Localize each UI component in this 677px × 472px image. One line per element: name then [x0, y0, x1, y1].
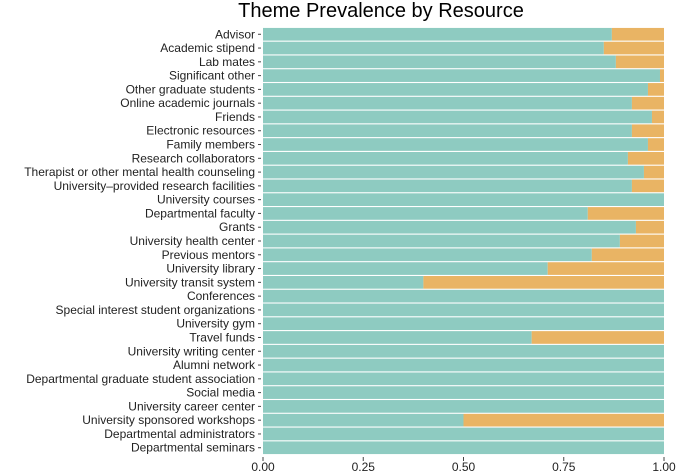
category-label: Other graduate students [126, 82, 255, 96]
category-label: Friends [215, 110, 255, 124]
bar-segment-teal [263, 358, 664, 372]
category-label: Therapist or other mental health counsel… [24, 165, 255, 179]
bar-segment-teal [263, 400, 664, 413]
category-label: Significant other [169, 69, 255, 83]
category-label: Departmental faculty [145, 206, 255, 220]
bar-segment-teal [263, 207, 588, 220]
bar-segment-teal [263, 441, 664, 455]
bar-segment-teal [263, 386, 664, 399]
bar-segment-teal [263, 83, 648, 96]
category-label: Conferences [187, 289, 255, 303]
bar-segment-teal [263, 193, 664, 206]
bar-segment-orange [591, 248, 664, 262]
category-label: Departmental administrators [104, 427, 255, 441]
bar-segment-orange [611, 27, 664, 41]
x-tick-label: 1.00 [652, 460, 676, 472]
bar-segment-orange [619, 234, 664, 248]
bar-segment-teal [263, 69, 660, 82]
bar-segment-teal [263, 234, 620, 248]
category-label: Advisor [215, 27, 255, 41]
bar-segment-orange [423, 276, 664, 289]
category-label: Grants [219, 220, 255, 234]
bar-segment-teal [263, 124, 632, 138]
x-tick-label: 0.00 [251, 460, 275, 472]
bar-segment-teal [263, 289, 664, 303]
bar-segment-teal [263, 344, 664, 358]
bar-segment-teal [263, 303, 664, 317]
bar-segment-teal [263, 262, 548, 275]
category-label: University career center [128, 399, 255, 413]
bar-segment-orange [643, 165, 664, 179]
bar-segment-orange [615, 55, 664, 69]
x-tick-label: 0.75 [552, 460, 576, 472]
bar-segment-orange [651, 110, 664, 124]
category-label: Departmental seminars [131, 441, 255, 455]
bar-segment-teal [263, 55, 616, 69]
category-label: University sponsored workshops [82, 413, 255, 427]
category-label: University transit system [125, 275, 255, 289]
bar-segment-teal [263, 27, 612, 41]
bar-layer [263, 27, 664, 455]
bar-segment-orange [531, 331, 664, 344]
bar-segment-orange [647, 138, 664, 151]
bar-segment-teal [263, 179, 632, 193]
bar-segment-teal [263, 220, 636, 234]
category-label: University writing center [128, 344, 255, 358]
bar-segment-orange [631, 96, 664, 110]
category-label: Research collaborators [132, 151, 255, 165]
bar-segment-orange [603, 41, 664, 55]
bar-segment-orange [631, 179, 664, 193]
bar-segment-teal [263, 41, 604, 55]
bar-segment-orange [631, 124, 664, 138]
x-tick-label: 0.25 [352, 460, 376, 472]
bar-segment-orange [627, 151, 664, 165]
category-label: Previous mentors [162, 248, 255, 262]
bar-segment-orange [587, 207, 664, 220]
bar-segment-orange [647, 83, 664, 96]
category-label: University gym [176, 317, 255, 331]
bar-segment-teal [263, 138, 648, 151]
category-label: Travel funds [189, 330, 255, 344]
category-label: Departmental graduate student associatio… [26, 372, 255, 386]
bar-segment-teal [263, 248, 592, 262]
category-label: University health center [130, 234, 255, 248]
bar-segment-teal [263, 165, 644, 179]
bar-segment-teal [263, 110, 652, 124]
bar-segment-teal [263, 413, 464, 427]
category-label: Alumni network [173, 358, 256, 372]
bar-segment-orange [463, 413, 664, 427]
category-label: University courses [157, 193, 255, 207]
x-tick-label: 0.50 [452, 460, 476, 472]
bar-segment-teal [263, 427, 664, 441]
category-label: University library [166, 262, 255, 276]
bar-segment-teal [263, 331, 532, 344]
chart-title: Theme Prevalence by Resource [238, 0, 524, 22]
bar-segment-orange [659, 69, 664, 82]
x-axis: 0.00 0.25 0.50 0.75 1.00 [251, 457, 676, 472]
category-label: Family members [166, 138, 255, 152]
category-label: Social media [186, 386, 255, 400]
category-label: Lab mates [199, 55, 255, 69]
bar-segment-orange [635, 220, 664, 234]
bar-segment-teal [263, 151, 628, 165]
category-label: Special interest student organizations [56, 303, 255, 317]
category-label: Academic stipend [160, 41, 255, 55]
category-label: Online academic journals [120, 96, 255, 110]
bar-segment-orange [547, 262, 664, 275]
category-label: Electronic resources [146, 124, 255, 138]
bar-segment-teal [263, 96, 632, 110]
bar-segment-teal [263, 317, 664, 331]
bar-segment-teal [263, 372, 664, 386]
category-label: University–provided research facilities [54, 179, 255, 193]
bar-segment-teal [263, 276, 424, 289]
